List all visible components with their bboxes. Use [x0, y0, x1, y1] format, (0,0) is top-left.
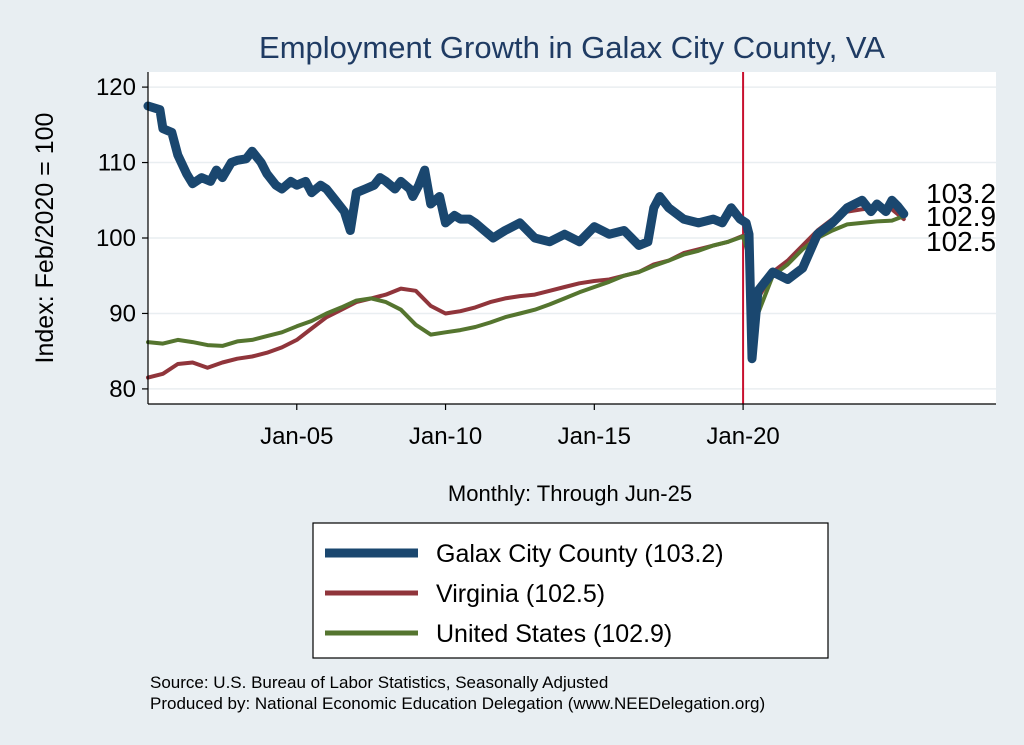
y-tick-label: 120 — [96, 74, 136, 101]
produced-by-note: Produced by: National Economic Education… — [150, 694, 765, 713]
y-tick-label: 100 — [96, 225, 136, 252]
y-tick-label: 110 — [98, 150, 136, 177]
x-tick-label: Jan-15 — [558, 423, 631, 450]
y-axis-label: Index: Feb/2020 = 100 — [31, 113, 59, 364]
legend-label-galax: Galax City County (103.2) — [436, 540, 724, 568]
series-line-galax — [143, 101, 909, 364]
x-tick-label: Jan-20 — [706, 423, 779, 450]
end-label-us: 102.9 — [926, 201, 996, 232]
series-layer — [143, 101, 909, 380]
x-tick-label: Jan-05 — [260, 423, 333, 450]
x-axis-label: Monthly: Through Jun-25 — [448, 481, 692, 506]
end-label-virginia: 102.5 — [926, 226, 996, 257]
y-tick-label: 80 — [109, 376, 136, 403]
chart-title: Employment Growth in Galax City County, … — [259, 30, 885, 65]
source-note: Source: U.S. Bureau of Labor Statistics,… — [150, 673, 608, 692]
x-axis-ticks: Jan-05 Jan-10 Jan-15 Jan-20 — [260, 404, 780, 450]
x-tick-label: Jan-10 — [409, 423, 482, 450]
end-label-galax: 103.2 — [926, 178, 996, 209]
legend: Galax City County (103.2) Virginia (102.… — [312, 522, 829, 659]
legend-label-us: United States (102.9) — [436, 620, 672, 648]
y-tick-label: 90 — [109, 300, 136, 327]
y-axis-ticks: 80 90 100 110 120 — [96, 74, 148, 403]
legend-label-virginia: Virginia (102.5) — [436, 580, 605, 608]
